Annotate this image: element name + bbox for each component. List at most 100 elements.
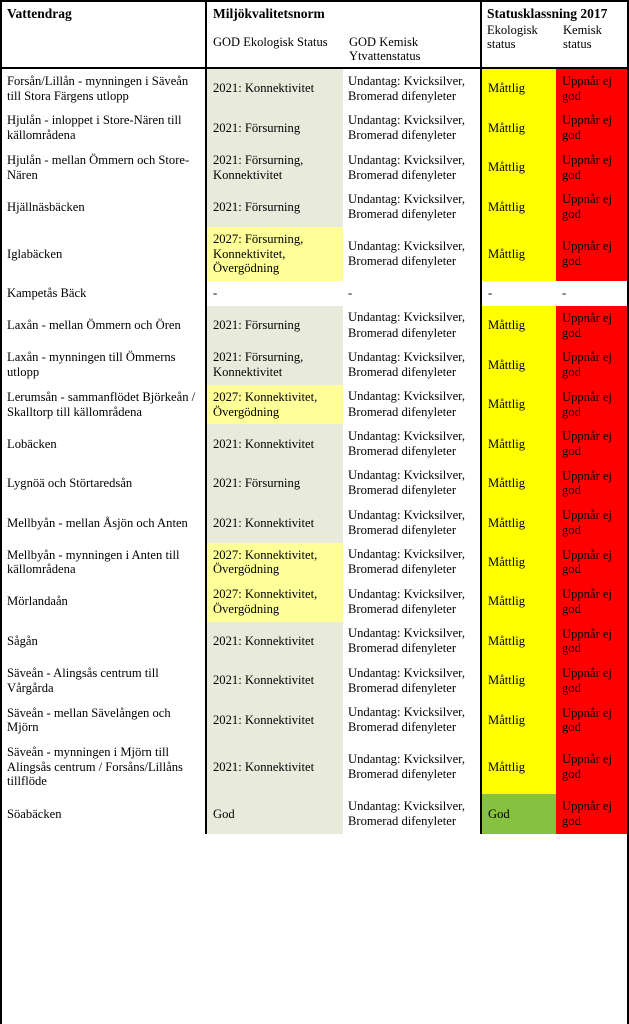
status-badge-kemisk: Uppnår ej god — [556, 384, 627, 425]
status-badge-ekologisk: Måttlig — [482, 384, 556, 425]
cell-group-statusklassning: -- — [482, 281, 627, 306]
status-badge-ekologisk: God — [482, 794, 556, 834]
cell-god-ekologisk-status: 2021: Konnektivitet — [207, 69, 343, 109]
cell-god-kemisk-ytvattenstatus: Undantag: Kvicksilver, Bromerad difenyle… — [343, 305, 480, 346]
table-row: Mellbyån - mellan Åsjön och Anten 2021: K… — [2, 503, 627, 543]
table-row: Lobäcken 2021: Konnektivitet Undantag: Kvi… — [2, 424, 627, 464]
table-row: Säveån - mynningen i Mjörn till Alingsås… — [2, 739, 627, 795]
cell-god-kemisk-ytvattenstatus: Undantag: Kvicksilver, Bromerad difenyle… — [343, 582, 480, 622]
cell-group-statusklassning: Måttlig Uppnår ej god — [482, 424, 627, 464]
status-badge-kemisk: Uppnår ej god — [556, 700, 627, 740]
status-badge-kemisk: - — [556, 281, 627, 306]
cell-god-kemisk-ytvattenstatus: Undantag: Kvicksilver, Bromerad difenyle… — [343, 424, 480, 464]
cell-group-miljokvalitetsnorm: 2021: Konnektivitet Undantag: Kvicksilver… — [207, 424, 482, 464]
table-header-row: Vattendrag Miljökvalitetsnorm GOD Ekolog… — [2, 2, 627, 70]
cell-group-miljokvalitetsnorm: -- — [207, 281, 482, 306]
status-badge-ekologisk: Måttlig — [482, 226, 556, 282]
status-badge-ekologisk: Måttlig — [482, 700, 556, 740]
cell-god-ekologisk-status: 2021: Försurning, Konnektivitet — [207, 345, 343, 385]
cell-god-kemisk-ytvattenstatus: - — [343, 281, 480, 306]
cell-god-kemisk-ytvattenstatus: Undantag: Kvicksilver, Bromerad difenyle… — [343, 700, 480, 740]
table-row: Mellbyån - mynningen i Anten till källom… — [2, 542, 627, 583]
cell-group-miljokvalitetsnorm: 2021: Konnektivitet Undantag: Kvicksilver… — [207, 739, 482, 795]
cell-group-miljokvalitetsnorm: 2021: Försurning Undantag: Kvicksilver, B… — [207, 187, 482, 227]
cell-god-ekologisk-status: 2021: Försurning, Konnektivitet — [207, 147, 343, 188]
status-badge-kemisk: Uppnår ej god — [556, 503, 627, 543]
status-badge-ekologisk: Måttlig — [482, 147, 556, 188]
cell-group-miljokvalitetsnorm: 2027: Försurning, Konnektivitet, Övergöd… — [207, 226, 482, 282]
table-row: Säveån - mellan Sävelången och Mjörn 2021… — [2, 700, 627, 740]
cell-god-ekologisk-status: 2021: Försurning — [207, 108, 343, 148]
cell-vattendrag: Söabäcken — [2, 794, 207, 834]
status-badge-ekologisk: Måttlig — [482, 739, 556, 795]
status-badge-ekologisk: Måttlig — [482, 424, 556, 464]
status-badge-kemisk: Uppnår ej god — [556, 147, 627, 188]
cell-god-kemisk-ytvattenstatus: Undantag: Kvicksilver, Bromerad difenyle… — [343, 147, 480, 188]
cell-god-ekologisk-status: 2021: Konnektivitet — [207, 700, 343, 740]
table-row: Hjulån - inloppet i Store-Nären till käl… — [2, 108, 627, 148]
cell-god-kemisk-ytvattenstatus: Undantag: Kvicksilver, Bromerad difenyle… — [343, 794, 480, 834]
cell-god-ekologisk-status: 2021: Försurning — [207, 305, 343, 346]
cell-god-kemisk-ytvattenstatus: Undantag: Kvicksilver, Bromerad difenyle… — [343, 69, 480, 109]
status-badge-ekologisk: Måttlig — [482, 582, 556, 622]
cell-group-miljokvalitetsnorm: 2021: Försurning Undantag: Kvicksilver, B… — [207, 305, 482, 346]
cell-god-kemisk-ytvattenstatus: Undantag: Kvicksilver, Bromerad difenyle… — [343, 621, 480, 662]
cell-god-ekologisk-status: 2021: Försurning — [207, 463, 343, 504]
header-vattendrag: Vattendrag — [2, 2, 207, 68]
cell-group-statusklassning: Måttlig Uppnår ej god — [482, 305, 627, 346]
status-badge-ekologisk: Måttlig — [482, 345, 556, 385]
cell-god-ekologisk-status: 2027: Konnektivitet, Övergödning — [207, 582, 343, 622]
cell-group-statusklassning: Måttlig Uppnår ej god — [482, 108, 627, 148]
cell-vattendrag: Lobäcken — [2, 424, 207, 464]
cell-god-kemisk-ytvattenstatus: Undantag: Kvicksilver, Bromerad difenyle… — [343, 463, 480, 504]
header-ekologisk-status: Ekologisk status — [487, 22, 538, 52]
status-badge-kemisk: Uppnår ej god — [556, 424, 627, 464]
cell-god-ekologisk-status: 2027: Försurning, Konnektivitet, Övergöd… — [207, 226, 343, 282]
table-row: Mörlandaån 2027: Konnektivitet, Övergödni… — [2, 582, 627, 622]
status-badge-ekologisk: Måttlig — [482, 463, 556, 504]
cell-group-miljokvalitetsnorm: 2021: Försurning, Konnektivitet Undantag:… — [207, 147, 482, 188]
status-badge-kemisk: Uppnår ej god — [556, 794, 627, 834]
header-kemisk-status: Kemisk status — [563, 22, 602, 52]
table-body: Forsån/Lillån - mynningen i Säveån till … — [2, 69, 627, 834]
status-badge-ekologisk: Måttlig — [482, 305, 556, 346]
cell-group-statusklassning: Måttlig Uppnår ej god — [482, 739, 627, 795]
cell-group-statusklassning: Måttlig Uppnår ej god — [482, 226, 627, 282]
cell-group-miljokvalitetsnorm: 2021: Försurning Undantag: Kvicksilver, B… — [207, 108, 482, 148]
status-badge-ekologisk: - — [482, 281, 556, 306]
status-badge-kemisk: Uppnår ej god — [556, 582, 627, 622]
status-badge-ekologisk: Måttlig — [482, 503, 556, 543]
cell-god-ekologisk-status: 2027: Konnektivitet, Övergödning — [207, 384, 343, 425]
status-badge-kemisk: Uppnår ej god — [556, 542, 627, 583]
status-badge-kemisk: Uppnår ej god — [556, 463, 627, 504]
cell-group-miljokvalitetsnorm: 2027: Konnektivitet, Övergödning Undantag… — [207, 542, 482, 583]
cell-vattendrag: Lerumsån - sammanflödet Björkeån / Skall… — [2, 384, 207, 425]
cell-god-kemisk-ytvattenstatus: Undantag: Kvicksilver, Bromerad difenyle… — [343, 226, 480, 282]
cell-god-ekologisk-status: 2021: Konnektivitet — [207, 621, 343, 662]
status-badge-kemisk: Uppnår ej god — [556, 305, 627, 346]
cell-vattendrag: Iglabäcken — [2, 226, 207, 282]
cell-god-kemisk-ytvattenstatus: Undantag: Kvicksilver, Bromerad difenyle… — [343, 187, 480, 227]
cell-god-ekologisk-status: 2021: Konnektivitet — [207, 739, 343, 795]
cell-vattendrag: Laxån - mynningen till Ömmerns utlopp — [2, 345, 207, 385]
table-row: Lerumsån - sammanflödet Björkeån / Skall… — [2, 384, 627, 425]
cell-vattendrag: Laxån - mellan Ömmern och Ören — [2, 305, 207, 346]
cell-group-statusklassning: Måttlig Uppnår ej god — [482, 147, 627, 188]
cell-group-statusklassning: Måttlig Uppnår ej god — [482, 463, 627, 504]
table-row: Lygnöä och Störtaredsån 2021: Försurning U… — [2, 463, 627, 504]
table-row: Söabäcken God Undantag: Kvicksilver, Brome… — [2, 794, 627, 834]
cell-vattendrag: Kampetås Bäck — [2, 281, 207, 306]
table-row: Hjulån - mellan Ömmern och Store-Nären 20… — [2, 147, 627, 188]
header-god-ekologisk-status: GOD Ekologisk Status — [213, 34, 328, 49]
cell-vattendrag: Säveån - Alingsås centrum till Vårgårda — [2, 661, 207, 701]
cell-god-kemisk-ytvattenstatus: Undantag: Kvicksilver, Bromerad difenyle… — [343, 542, 480, 583]
cell-group-miljokvalitetsnorm: 2021: Försurning Undantag: Kvicksilver, B… — [207, 463, 482, 504]
status-badge-kemisk: Uppnår ej god — [556, 226, 627, 282]
cell-group-miljokvalitetsnorm: God Undantag: Kvicksilver, Bromerad difen… — [207, 794, 482, 834]
header-miljokvalitetsnorm-label: Miljökvalitetsnorm — [213, 6, 325, 21]
cell-group-miljokvalitetsnorm: 2021: Konnektivitet Undantag: Kvicksilver… — [207, 503, 482, 543]
table-row: Laxån - mynningen till Ömmerns utlopp 202… — [2, 345, 627, 385]
cell-group-statusklassning: God Uppnår ej god — [482, 794, 627, 834]
cell-vattendrag: Mörlandaån — [2, 582, 207, 622]
